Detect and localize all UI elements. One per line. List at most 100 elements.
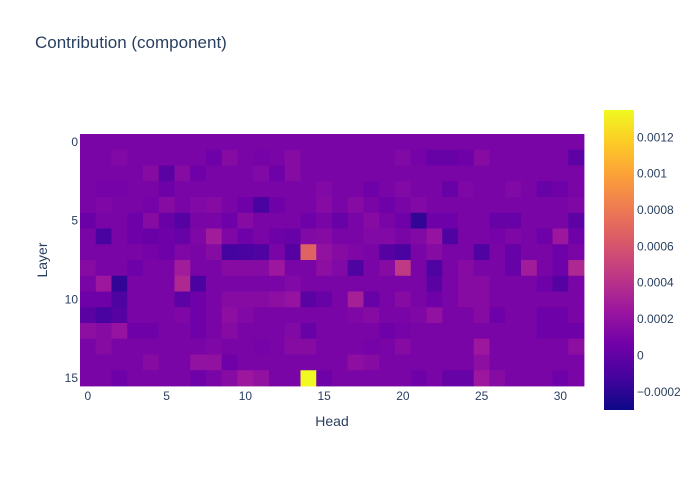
heatmap-cell xyxy=(206,244,223,261)
heatmap-cell xyxy=(269,338,286,355)
heatmap-cell xyxy=(111,354,128,371)
heatmap-cell xyxy=(269,370,286,387)
heatmap-cell xyxy=(442,323,459,340)
heatmap-cell xyxy=(363,228,380,245)
heatmap-cell xyxy=(284,291,301,308)
heatmap-cell xyxy=(473,307,490,324)
heatmap-cell xyxy=(269,260,286,277)
heatmap-cell xyxy=(332,149,349,166)
heatmap-cell xyxy=(552,212,569,229)
heatmap-cell xyxy=(489,244,506,261)
heatmap-cell xyxy=(300,354,317,371)
heatmap-cell xyxy=(127,307,144,324)
heatmap-cell xyxy=(253,212,270,229)
heatmap-cell xyxy=(95,291,112,308)
heatmap-cell xyxy=(426,275,443,292)
heatmap-cell xyxy=(284,275,301,292)
heatmap-cell xyxy=(111,165,128,182)
heatmap-cell xyxy=(221,181,238,198)
heatmap-cell xyxy=(426,134,443,151)
heatmap-cell xyxy=(552,149,569,166)
colorbar-tick-label: −0.0002 xyxy=(637,385,681,399)
y-axis-title: Layer xyxy=(34,242,50,277)
heatmap-cell xyxy=(347,165,364,182)
heatmap-cell xyxy=(158,370,175,387)
heatmap-cell xyxy=(332,338,349,355)
heatmap-cell xyxy=(379,260,396,277)
heatmap-cell xyxy=(426,291,443,308)
heatmap-cell xyxy=(379,181,396,198)
heatmap-cell xyxy=(80,354,97,371)
heatmap-cell xyxy=(363,323,380,340)
heatmap-cell xyxy=(505,291,522,308)
x-tick-label: 30 xyxy=(554,389,568,403)
heatmap-cell xyxy=(489,307,506,324)
heatmap-cell xyxy=(521,197,538,214)
heatmap-cell xyxy=(505,149,522,166)
heatmap-cell xyxy=(426,165,443,182)
heatmap-cell xyxy=(536,307,553,324)
heatmap-cell xyxy=(379,244,396,261)
heatmap-cell xyxy=(284,370,301,387)
heatmap-cell xyxy=(237,275,254,292)
heatmap-cell xyxy=(269,134,286,151)
heatmap-cell xyxy=(552,197,569,214)
heatmap-cell xyxy=(332,260,349,277)
heatmap-cell xyxy=(284,354,301,371)
heatmap-cell xyxy=(190,228,207,245)
heatmap-cell xyxy=(347,354,364,371)
heatmap-cell xyxy=(237,291,254,308)
heatmap-cell xyxy=(363,275,380,292)
heatmap-cell xyxy=(190,165,207,182)
heatmap-cell xyxy=(237,228,254,245)
heatmap-cell xyxy=(379,275,396,292)
heatmap-cell xyxy=(174,165,191,182)
heatmap-cell xyxy=(442,212,459,229)
heatmap-cell xyxy=(536,134,553,151)
heatmap-cell xyxy=(426,354,443,371)
heatmap-cell xyxy=(426,149,443,166)
heatmap-cell xyxy=(316,323,333,340)
heatmap-cell xyxy=(426,323,443,340)
heatmap-cell xyxy=(143,260,160,277)
heatmap-cell xyxy=(190,370,207,387)
heatmap-cell xyxy=(552,275,569,292)
heatmap-cell xyxy=(95,370,112,387)
heatmap-cell xyxy=(300,197,317,214)
heatmap-cell xyxy=(536,244,553,261)
heatmap-cell xyxy=(190,307,207,324)
heatmap-cell xyxy=(521,228,538,245)
heatmap-cell xyxy=(300,244,317,261)
heatmap-cell xyxy=(536,165,553,182)
heatmap-cell xyxy=(347,338,364,355)
heatmap-cell xyxy=(80,338,97,355)
heatmap-cell xyxy=(410,244,427,261)
heatmap-cell xyxy=(458,291,475,308)
heatmap-cell xyxy=(332,197,349,214)
heatmap-cell xyxy=(379,212,396,229)
heatmap-cell xyxy=(143,165,160,182)
heatmap-cell xyxy=(284,197,301,214)
heatmap-cell xyxy=(269,323,286,340)
heatmap-cell xyxy=(347,307,364,324)
heatmap-cell xyxy=(111,149,128,166)
heatmap-cell xyxy=(237,323,254,340)
heatmap-cell xyxy=(127,165,144,182)
heatmap-cell xyxy=(552,323,569,340)
heatmap-cell xyxy=(284,323,301,340)
heatmap-cell xyxy=(143,212,160,229)
heatmap-cell xyxy=(127,244,144,261)
heatmap-cell xyxy=(442,165,459,182)
heatmap-cell xyxy=(489,260,506,277)
heatmap-cell xyxy=(80,228,97,245)
heatmap-cell xyxy=(363,134,380,151)
heatmap-cell xyxy=(111,275,128,292)
heatmap-cell xyxy=(316,370,333,387)
heatmap-cell xyxy=(127,212,144,229)
colorbar-tick-label: 0 xyxy=(637,348,644,362)
heatmap-cell xyxy=(363,354,380,371)
heatmap-cell xyxy=(347,323,364,340)
heatmap-cell xyxy=(521,260,538,277)
heatmap-cell xyxy=(206,197,223,214)
heatmap-cell xyxy=(521,291,538,308)
